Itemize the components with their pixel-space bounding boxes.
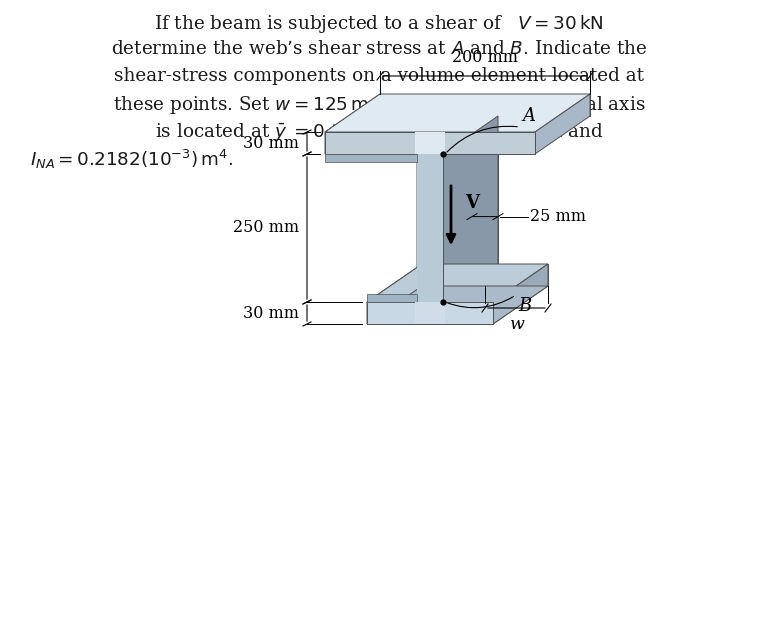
Polygon shape bbox=[380, 94, 590, 116]
Text: these points. Set $w = 125\,\mathrm{mm}$. Show that the neutral axis: these points. Set $w = 125\,\mathrm{mm}$… bbox=[113, 94, 645, 116]
Text: determine the web’s shear stress at $A$ and $B$. Indicate the: determine the web’s shear stress at $A$ … bbox=[111, 40, 647, 58]
Text: A: A bbox=[522, 107, 535, 125]
Text: B: B bbox=[518, 297, 531, 315]
Text: 30 mm: 30 mm bbox=[243, 304, 299, 321]
Polygon shape bbox=[493, 264, 548, 324]
Polygon shape bbox=[367, 264, 548, 302]
Polygon shape bbox=[443, 116, 498, 302]
Text: If the beam is subjected to a shear of   $V=30\,\mathrm{kN}$: If the beam is subjected to a shear of $… bbox=[154, 13, 604, 35]
Text: w: w bbox=[509, 316, 524, 333]
Text: 200 mm: 200 mm bbox=[452, 49, 518, 66]
Polygon shape bbox=[415, 302, 445, 324]
Polygon shape bbox=[367, 264, 472, 302]
Polygon shape bbox=[417, 116, 472, 302]
Text: $I_{NA}=0.2182(10^{-3})\,\mathrm{m}^4$.: $I_{NA}=0.2182(10^{-3})\,\mathrm{m}^4$. bbox=[30, 148, 233, 171]
Polygon shape bbox=[367, 286, 548, 324]
Polygon shape bbox=[325, 94, 590, 132]
Text: V: V bbox=[465, 194, 479, 212]
Text: 30 mm: 30 mm bbox=[243, 134, 299, 151]
Text: 250 mm: 250 mm bbox=[233, 219, 299, 236]
Polygon shape bbox=[417, 154, 443, 302]
Polygon shape bbox=[325, 94, 380, 154]
Polygon shape bbox=[367, 294, 417, 302]
Polygon shape bbox=[367, 302, 493, 324]
Polygon shape bbox=[367, 264, 422, 324]
Text: shear-stress components on a volume element located at: shear-stress components on a volume elem… bbox=[114, 67, 644, 85]
Polygon shape bbox=[535, 94, 590, 154]
Polygon shape bbox=[417, 154, 443, 302]
Polygon shape bbox=[325, 154, 417, 162]
Polygon shape bbox=[422, 264, 548, 286]
Polygon shape bbox=[472, 116, 498, 264]
Text: 25 mm: 25 mm bbox=[530, 208, 586, 225]
Polygon shape bbox=[325, 116, 472, 154]
Polygon shape bbox=[415, 132, 445, 154]
Text: is located at $\bar{y}\;=0.1747\,\mathrm{m}$  from the bottom and: is located at $\bar{y}\;=0.1747\,\mathrm… bbox=[155, 121, 603, 143]
Polygon shape bbox=[325, 132, 535, 154]
